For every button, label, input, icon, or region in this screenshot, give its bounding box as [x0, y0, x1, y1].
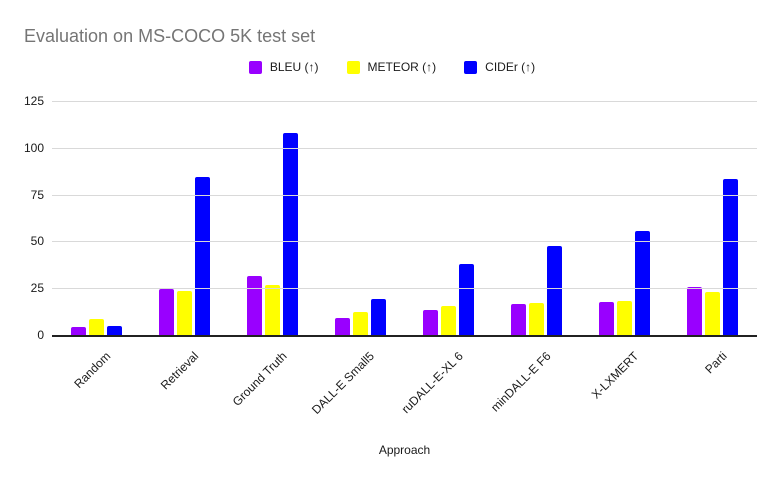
bar-group-random — [70, 101, 122, 335]
bar-group-dall-e-small5 — [334, 101, 386, 335]
legend-item-2: CIDEr (↑) — [464, 60, 535, 74]
bar-bleu — [246, 275, 262, 335]
bar-group-rudall-e-xl-6 — [423, 101, 475, 335]
bar-bleu — [70, 326, 86, 335]
bar-cider — [459, 264, 475, 335]
gridline — [52, 241, 757, 243]
bar-bleu — [334, 318, 350, 335]
x-category-label: Parti — [702, 349, 730, 377]
legend-label: BLEU (↑) — [269, 60, 319, 74]
x-axis-title: Approach — [378, 443, 431, 457]
bar-groups — [52, 101, 757, 335]
y-tick-label: 75 — [30, 187, 44, 202]
x-category-label: DALL-E Small5 — [309, 349, 378, 417]
bar-group-ground-truth — [246, 101, 298, 335]
x-category-label: ruDALL-E-XL 6 — [398, 349, 466, 417]
bar-bleu — [423, 309, 439, 335]
legend-label: METEOR (↑) — [367, 60, 437, 74]
bar-cider — [106, 326, 122, 335]
y-tick-label: 0 — [37, 328, 44, 342]
bar-meteor — [705, 291, 721, 335]
y-tick-label: 100 — [23, 140, 44, 155]
gridline — [52, 147, 757, 149]
bar-meteor — [352, 311, 368, 335]
x-category-label: minDALL-E F6 — [488, 349, 554, 415]
gridline — [52, 194, 757, 196]
x-category-label: X-LXMERT — [589, 349, 642, 402]
x-category-label: Retrieval — [157, 349, 202, 393]
bar-cider — [194, 177, 210, 335]
bar-bleu — [511, 304, 527, 335]
bar-cider — [370, 298, 386, 335]
legend-swatch-icon — [248, 60, 262, 74]
bar-group-parti — [687, 101, 739, 335]
legend-label: CIDEr (↑) — [485, 60, 536, 74]
bar-meteor — [529, 303, 545, 335]
y-tick-label: 50 — [30, 234, 44, 249]
y-tick-label: 125 — [23, 94, 44, 108]
legend-swatch-icon — [464, 60, 478, 74]
x-category-label: Random — [71, 349, 114, 391]
bar-group-retrieval — [158, 101, 210, 335]
x-category-label: Ground Truth — [229, 349, 290, 409]
bar-cider — [723, 178, 739, 335]
bar-group-x-lxmert — [599, 101, 651, 335]
bar-meteor — [264, 284, 280, 335]
bar-meteor — [88, 318, 104, 335]
x-label-slot: minDALL-E F6 — [488, 341, 581, 433]
x-label-slot: ruDALL-E-XL 6 — [398, 341, 493, 433]
x-label-slot: Random — [52, 341, 140, 433]
x-label-slot: DALL-E Small5 — [309, 341, 404, 433]
gridline — [52, 101, 757, 102]
bar-cider — [282, 132, 298, 335]
bar-cider — [547, 245, 563, 335]
bar-cider — [635, 231, 651, 335]
legend-swatch-icon — [346, 60, 360, 74]
plot-area: 0 25 50 75 100 125 — [24, 94, 757, 342]
legend-item-1: METEOR (↑) — [346, 60, 437, 74]
chart-title: Evaluation on MS-COCO 5K test set — [24, 26, 316, 46]
bar-meteor — [176, 291, 192, 335]
bar-bleu — [599, 301, 615, 335]
x-label-slot: Parti — [669, 341, 757, 433]
x-label-slot: Ground Truth — [228, 341, 316, 433]
bar-meteor — [617, 300, 633, 335]
legend: BLEU (↑) METEOR (↑) CIDEr (↑) — [52, 60, 732, 74]
x-label-slot: Retrieval — [140, 341, 228, 433]
bar-group-mindall-e-f6 — [511, 101, 563, 335]
y-tick-label: 25 — [30, 281, 44, 296]
x-label-slot: X-LXMERT — [581, 341, 669, 433]
gridline — [52, 288, 757, 290]
bar-bleu — [158, 288, 174, 335]
bar-bleu — [687, 286, 703, 335]
x-axis-labels: Random Retrieval Ground Truth DALL-E Small5… — [52, 341, 757, 433]
legend-item-0: BLEU (↑) — [248, 60, 319, 74]
bar-meteor — [441, 306, 457, 335]
